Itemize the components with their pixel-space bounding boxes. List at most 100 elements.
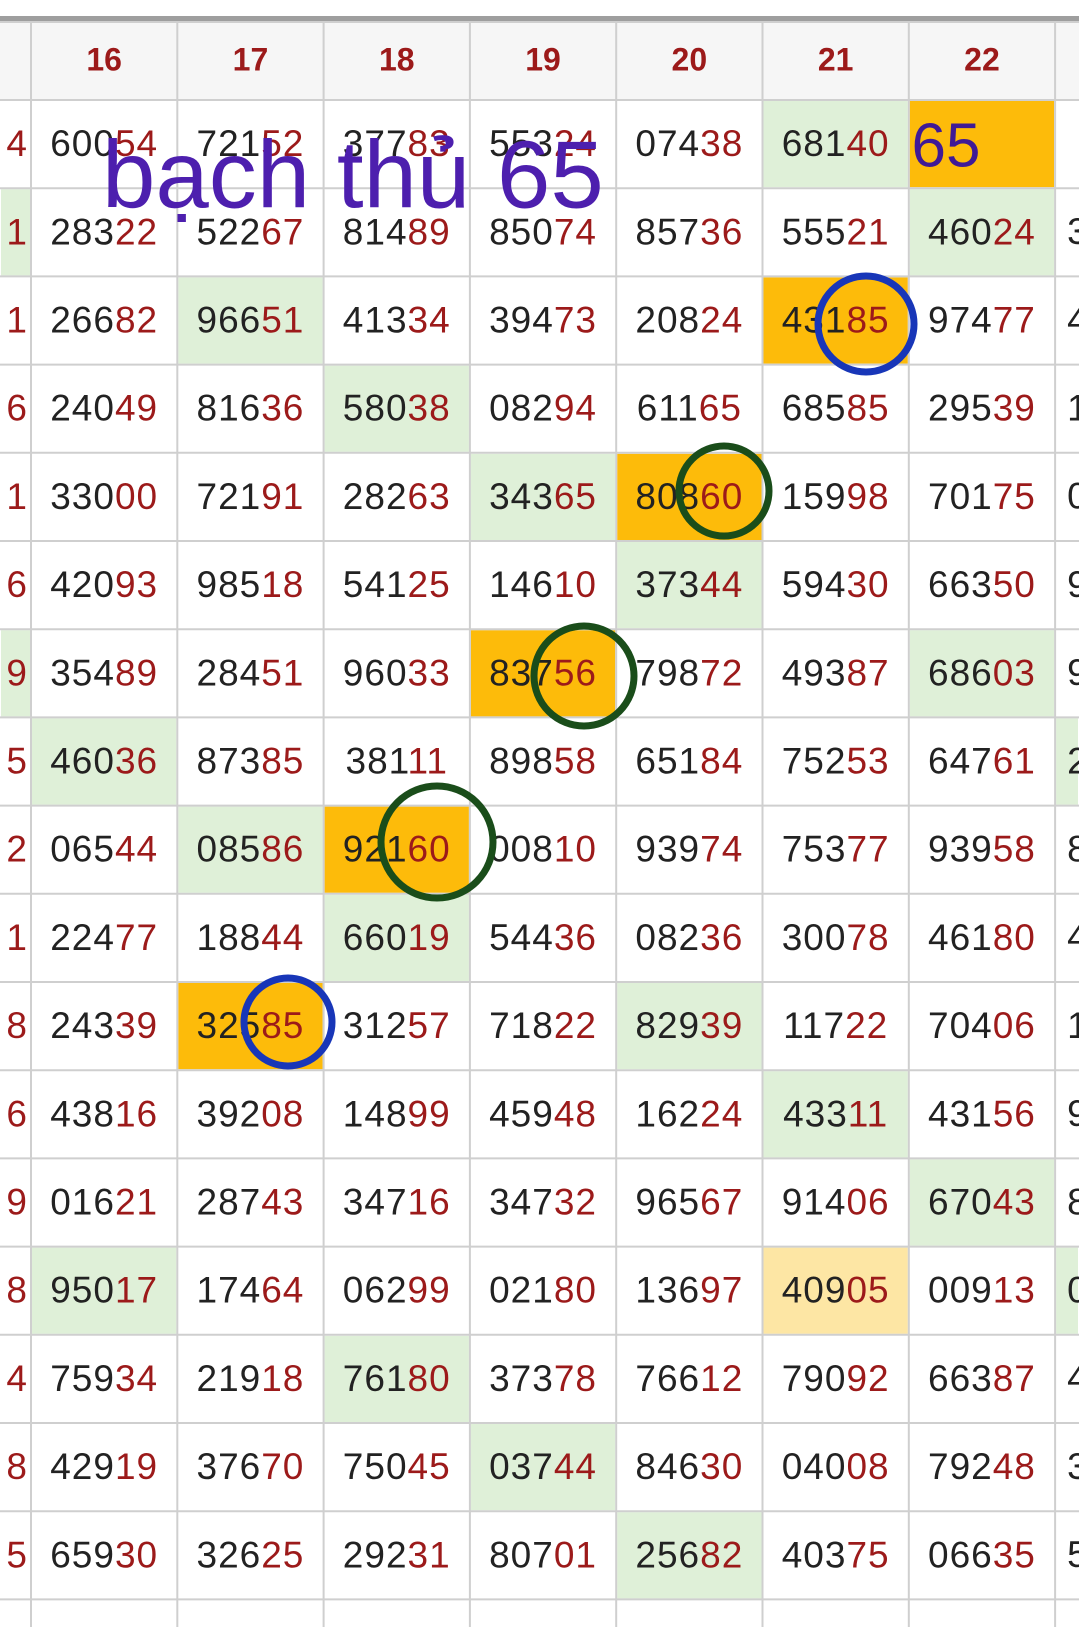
left-edge-digit: 2 xyxy=(6,828,28,869)
right-edge-digit: 8 xyxy=(1067,1181,1079,1222)
cell-highlight xyxy=(909,101,1055,188)
cell-number: 28743 xyxy=(197,1181,305,1222)
cell-number: 11722 xyxy=(783,1005,888,1046)
cell-number: 02180 xyxy=(489,1269,597,1310)
cell-number: 37378 xyxy=(489,1358,597,1399)
cell-number: 08586 xyxy=(197,828,305,869)
cell-number: 31257 xyxy=(343,1005,451,1046)
cell-number: 72152 xyxy=(197,123,305,164)
cell-highlight xyxy=(324,1335,469,1422)
right-edge-digit: 3 xyxy=(1067,1446,1079,1487)
cell-number: 01621 xyxy=(50,1181,158,1222)
left-edge-digit: 1 xyxy=(6,299,28,340)
cell-highlight xyxy=(763,1071,908,1158)
circle-mark xyxy=(377,782,497,902)
cell-number: 49387 xyxy=(782,652,890,693)
cell-highlight xyxy=(617,542,762,629)
cell-number: 84630 xyxy=(635,1446,743,1487)
cell-number: 59430 xyxy=(782,564,890,605)
column-header: 17 xyxy=(233,41,269,77)
circle-mark xyxy=(240,974,336,1070)
left-edge-digit: 8 xyxy=(6,1005,28,1046)
left-edge-digit: 9 xyxy=(6,652,28,693)
cell-number: 87385 xyxy=(197,740,305,781)
cell-number: 43311 xyxy=(783,1093,888,1134)
right-edge-digit: 4 xyxy=(1067,299,1079,340)
right-edge-digit: 0 xyxy=(1067,476,1079,517)
cell-number: 24049 xyxy=(50,387,158,428)
left-edge-digit: 5 xyxy=(6,740,28,781)
cell-number: 14610 xyxy=(489,564,597,605)
cell-number: 81489 xyxy=(343,211,451,252)
cell-number: 03744 xyxy=(489,1446,597,1487)
cell-number: 06299 xyxy=(343,1269,451,1310)
right-edge-digit: 4 xyxy=(1067,1358,1079,1399)
right-edge-digit: 0 xyxy=(1067,1269,1079,1310)
cell-number: 43156 xyxy=(928,1093,1036,1134)
cell-number: 26682 xyxy=(50,299,158,340)
cell-highlight xyxy=(324,365,469,452)
cell-highlight xyxy=(1,630,30,717)
cell-highlight xyxy=(32,1247,177,1334)
cell-number: 68603 xyxy=(928,652,1036,693)
column-header: 22 xyxy=(964,41,1000,77)
cell-number: 04008 xyxy=(782,1446,890,1487)
cell-highlight xyxy=(763,101,908,188)
cell-highlight xyxy=(32,718,177,805)
cell-number: 06544 xyxy=(50,828,158,869)
cell-number: 75934 xyxy=(50,1358,158,1399)
cell-number: 64761 xyxy=(928,740,1036,781)
cell-note: 65 xyxy=(912,111,981,180)
cell-number: 68585 xyxy=(782,387,890,428)
cell-number: 58038 xyxy=(343,387,451,428)
cell-number: 97477 xyxy=(928,299,1036,340)
cell-number: 93974 xyxy=(635,828,743,869)
cell-number: 07438 xyxy=(635,123,743,164)
right-edge-digit: 4 xyxy=(1067,917,1079,958)
cell-number: 55521 xyxy=(782,211,890,252)
cell-number: 29231 xyxy=(343,1534,451,1575)
cell-number: 76612 xyxy=(635,1358,743,1399)
right-edge-digit: 9 xyxy=(1067,564,1079,605)
cell-number: 15998 xyxy=(782,476,890,517)
cell-number: 34732 xyxy=(489,1181,597,1222)
right-edge-digit: 2 xyxy=(1067,740,1079,781)
cell-highlight xyxy=(617,453,762,540)
cell-number: 85736 xyxy=(635,211,743,252)
cell-number: 42093 xyxy=(50,564,158,605)
cell-number: 70406 xyxy=(928,1005,1036,1046)
cell-number: 20824 xyxy=(635,299,743,340)
column-header: 18 xyxy=(379,41,415,77)
cell-number: 35489 xyxy=(50,652,158,693)
cell-number: 80860 xyxy=(635,476,743,517)
cell-highlight xyxy=(470,453,616,540)
cell-number: 66387 xyxy=(928,1358,1036,1399)
cell-number: 79092 xyxy=(782,1358,890,1399)
left-edge-digit: 1 xyxy=(6,476,28,517)
right-edge-digit: 3 xyxy=(1067,211,1079,252)
cell-number: 80701 xyxy=(489,1534,597,1575)
cell-number: 98518 xyxy=(197,564,305,605)
cell-number: 18844 xyxy=(197,917,305,958)
cell-number: 13697 xyxy=(635,1269,743,1310)
cell-number: 25682 xyxy=(635,1534,743,1575)
cell-number: 82939 xyxy=(635,1005,743,1046)
cell-number: 41334 xyxy=(343,299,451,340)
left-edge-digit: 8 xyxy=(6,1269,28,1310)
cell-highlight xyxy=(1,189,30,276)
cell-number: 96567 xyxy=(635,1181,743,1222)
cell-number: 46036 xyxy=(50,740,158,781)
left-edge-digit: 1 xyxy=(6,917,28,958)
cell-number: 46180 xyxy=(928,917,1036,958)
left-edge-digit: 6 xyxy=(6,1093,28,1134)
cell-number: 29539 xyxy=(928,387,1036,428)
cell-number: 39473 xyxy=(489,299,597,340)
cell-number: 75253 xyxy=(782,740,890,781)
cell-number: 54125 xyxy=(343,564,451,605)
cell-number: 91406 xyxy=(782,1181,890,1222)
cell-highlight xyxy=(909,1159,1055,1246)
cell-number: 34716 xyxy=(343,1181,451,1222)
cell-highlight xyxy=(909,189,1055,276)
left-edge-digit: 6 xyxy=(6,564,28,605)
